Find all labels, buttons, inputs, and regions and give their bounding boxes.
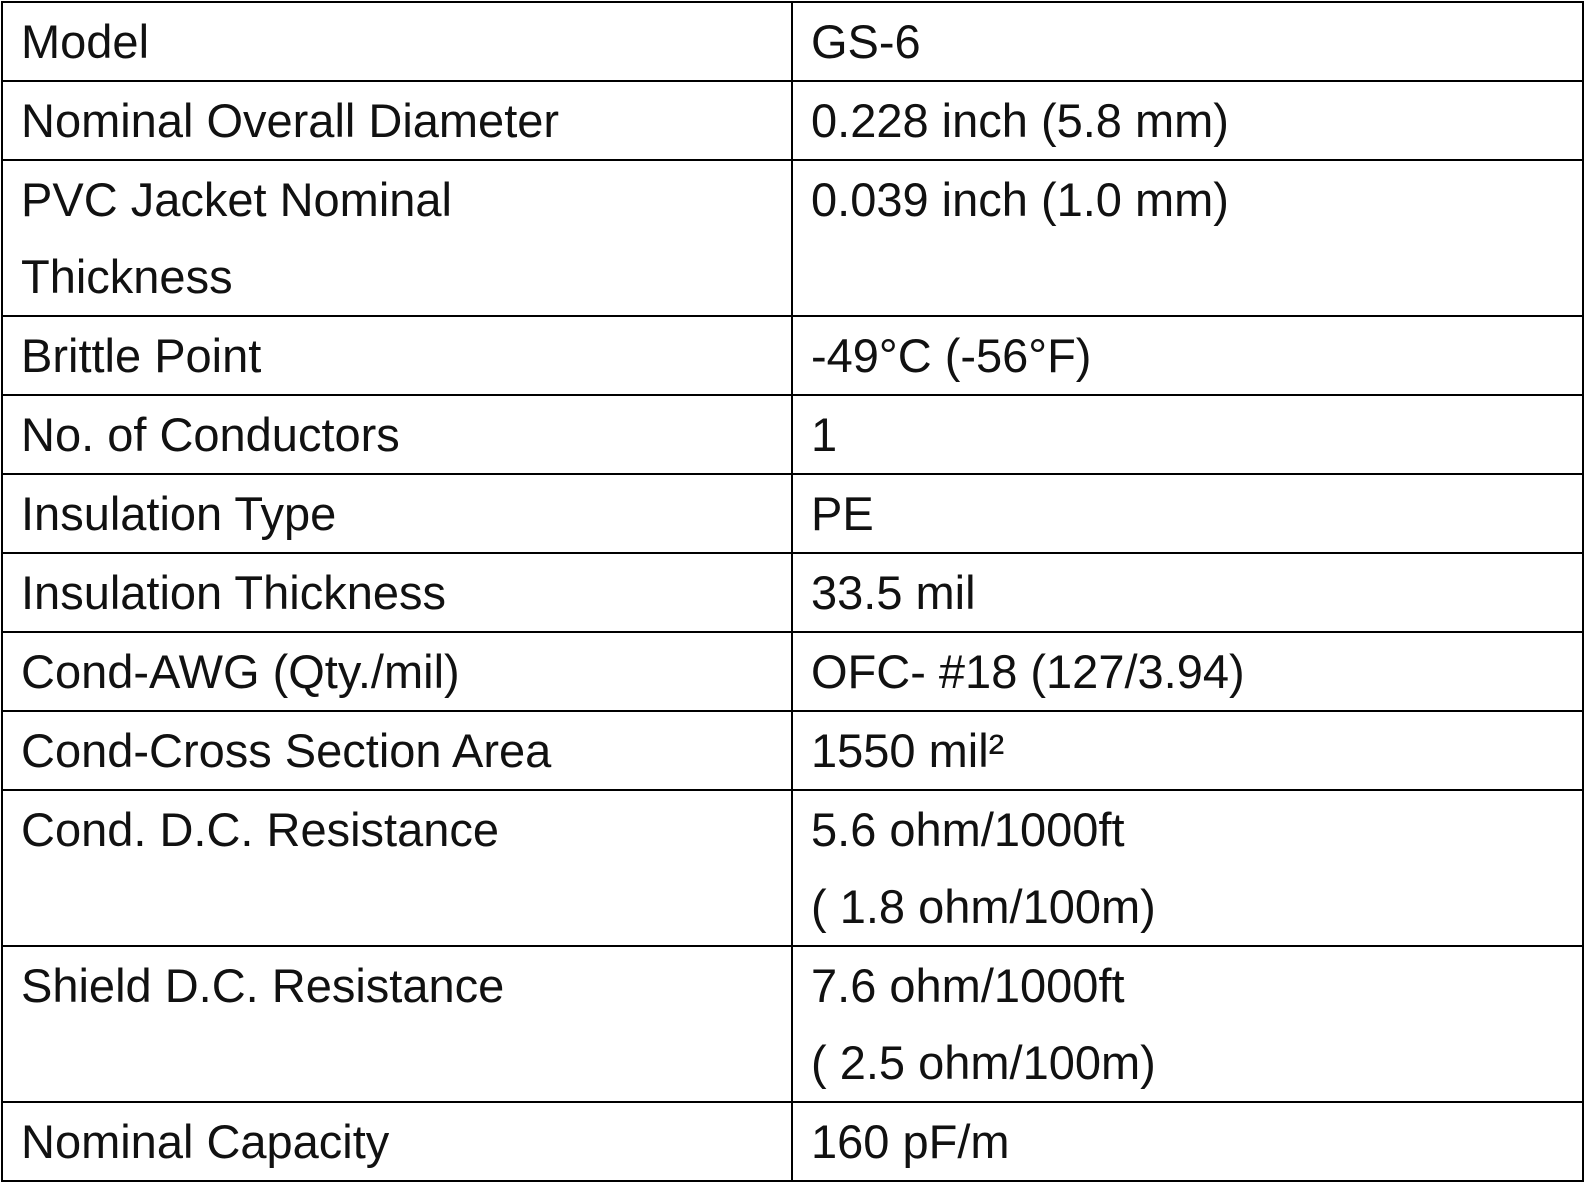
value-text: GS-6 (811, 15, 921, 68)
property-cell: No. of Conductors (1, 394, 793, 475)
property-cell: Brittle Point (1, 315, 793, 396)
property-cell: Shield D.C. Resistance (1, 945, 793, 1103)
property-text: Insulation Thickness (21, 566, 446, 619)
value-text: 1 (811, 408, 838, 461)
value-cell: OFC- #18 (127/3.94) (791, 631, 1584, 712)
value-text: 33.5 mil (811, 566, 976, 619)
property-text: Nominal Capacity (21, 1115, 390, 1168)
property-text: Brittle Point (21, 329, 262, 382)
property-cell: Model (1, 1, 793, 82)
property-text: Nominal Overall Diameter (21, 94, 560, 147)
property-cell: Nominal Overall Diameter (1, 80, 793, 161)
table-row: Shield D.C. Resistance 7.6 ohm/1000ft ( 2.… (1, 945, 1584, 1103)
value-cell: 7.6 ohm/1000ft ( 2.5 ohm/100m) (791, 945, 1584, 1103)
property-text: PVC Jacket Nominal (21, 173, 452, 226)
property-text: Model (21, 15, 150, 68)
table-row: Cond-Cross Section Area 1550 mil² (1, 710, 1584, 791)
table-row: Nominal Overall Diameter 0.228 inch (5.8 … (1, 80, 1584, 161)
value-text: -49°C (-56°F) (811, 329, 1092, 382)
property-cell: Nominal Capacity (1, 1101, 793, 1182)
value-text: 160 pF/m (811, 1115, 1010, 1168)
value-text: ( 1.8 ohm/100m) (811, 880, 1156, 933)
property-cell: Cond-Cross Section Area (1, 710, 793, 791)
table-row: No. of Conductors 1 (1, 394, 1584, 475)
value-cell: GS-6 (791, 1, 1584, 82)
value-cell: 33.5 mil (791, 552, 1584, 633)
property-text: Cond-AWG (Qty./mil) (21, 645, 460, 698)
property-cell: Insulation Thickness (1, 552, 793, 633)
value-cell: 1550 mil² (791, 710, 1584, 791)
value-cell: PE (791, 473, 1584, 554)
property-text: No. of Conductors (21, 408, 400, 461)
value-text: 1550 mil² (811, 724, 1005, 777)
property-text: Thickness (21, 250, 233, 303)
property-text: Insulation Type (21, 487, 337, 540)
table-row: Nominal Capacity 160 pF/m (1, 1101, 1584, 1182)
value-text: 0.039 inch (1.0 mm) (811, 173, 1229, 226)
value-text: PE (811, 487, 874, 540)
value-cell: 0.228 inch (5.8 mm) (791, 80, 1584, 161)
property-cell: Cond. D.C. Resistance (1, 789, 793, 947)
value-cell: 0.039 inch (1.0 mm) (791, 159, 1584, 317)
property-cell: Cond-AWG (Qty./mil) (1, 631, 793, 712)
table-row: Cond. D.C. Resistance 5.6 ohm/1000ft ( 1.8… (1, 789, 1584, 947)
property-text: Cond-Cross Section Area (21, 724, 552, 777)
value-text: ( 2.5 ohm/100m) (811, 1036, 1156, 1089)
value-text: OFC- #18 (127/3.94) (811, 645, 1245, 698)
value-text: 5.6 ohm/1000ft (811, 803, 1125, 856)
property-text: Shield D.C. Resistance (21, 959, 505, 1012)
table-row: Brittle Point -49°C (-56°F) (1, 315, 1584, 396)
value-text: 7.6 ohm/1000ft (811, 959, 1125, 1012)
table-row: Model GS-6 (1, 1, 1584, 82)
table-row: PVC Jacket Nominal Thickness 0.039 inch (1… (1, 159, 1584, 317)
table-row: Cond-AWG (Qty./mil) OFC- #18 (127/3.94) (1, 631, 1584, 712)
value-cell: 160 pF/m (791, 1101, 1584, 1182)
value-cell: 5.6 ohm/1000ft ( 1.8 ohm/100m) (791, 789, 1584, 947)
table-row: Insulation Type PE (1, 473, 1584, 554)
property-cell: Insulation Type (1, 473, 793, 554)
property-cell: PVC Jacket Nominal Thickness (1, 159, 793, 317)
property-text: Cond. D.C. Resistance (21, 803, 500, 856)
value-text: 0.228 inch (5.8 mm) (811, 94, 1229, 147)
table-row: Insulation Thickness 33.5 mil (1, 552, 1584, 633)
value-cell: 1 (791, 394, 1584, 475)
value-cell: -49°C (-56°F) (791, 315, 1584, 396)
